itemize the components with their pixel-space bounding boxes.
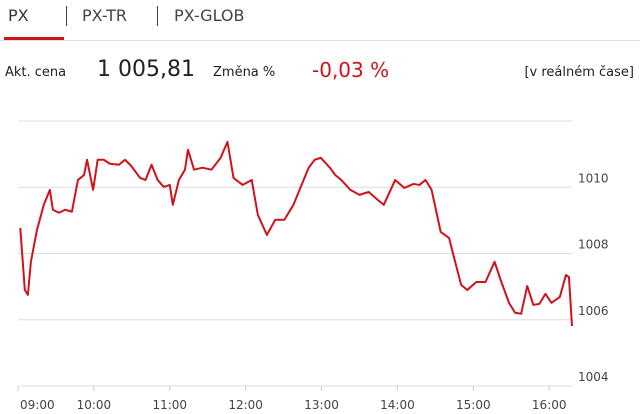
active-indicator	[4, 37, 64, 40]
x-tick-label: 11:00	[152, 398, 187, 412]
tab[interactable]: PX	[8, 6, 29, 25]
tab-bar: PX PX-TR PX-GLOB	[0, 0, 640, 41]
separator	[66, 6, 67, 26]
y-tick-label: 1008	[578, 238, 609, 252]
x-tick-label: 16:00	[532, 398, 567, 412]
separator	[157, 6, 158, 26]
tab[interactable]: PX-TR	[82, 6, 128, 25]
y-tick-label: 1006	[578, 304, 609, 318]
x-tick-label: 09:00	[20, 398, 55, 412]
y-tick-label: 1010	[578, 171, 609, 185]
change: -0,03 %	[312, 58, 390, 82]
quote-row: Akt. cena 1 005,81 Změna % -0,03 % [v re…	[0, 56, 640, 90]
price-line	[19, 140, 573, 327]
x-tick-label: 15:00	[456, 398, 491, 412]
y-tick-label: 1004	[578, 370, 609, 384]
x-tick-label: 10:00	[77, 398, 112, 412]
change-label: Změna %	[213, 65, 276, 80]
x-tick-label: 14:00	[380, 398, 415, 412]
price-label: Akt. cena	[5, 65, 67, 80]
x-tick-label: 13:00	[304, 398, 339, 412]
price: 1 005,81	[97, 57, 195, 82]
x-tick-label: 12:00	[228, 398, 263, 412]
realtime-note: [v reálném čase]	[524, 65, 634, 80]
tab[interactable]: PX-GLOB	[174, 6, 245, 25]
